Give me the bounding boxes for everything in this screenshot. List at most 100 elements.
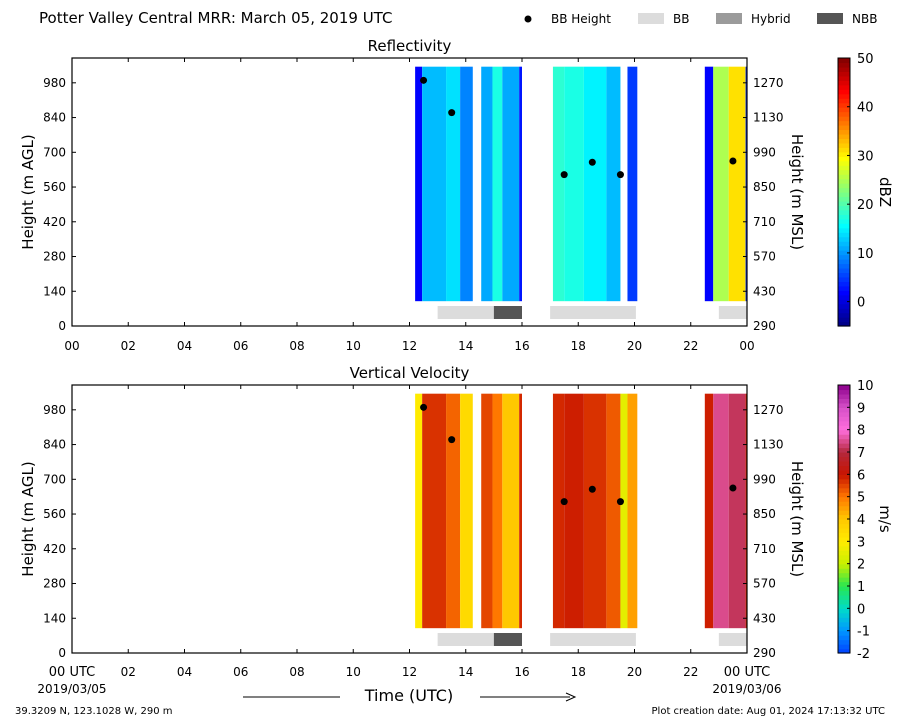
x-start-date: 2019/03/05 — [37, 682, 106, 696]
y2-tick-label: 430 — [753, 611, 776, 625]
y-tick-label: 700 — [43, 145, 66, 159]
colorbar-step — [838, 250, 850, 256]
colorbar: -2 -1 0 1 2 3 4 5 6 7 8 9 10 m/s — [837, 379, 894, 662]
colorbar-step — [838, 200, 850, 206]
legend-item-bb: BB — [638, 12, 689, 26]
colorbar-step — [838, 626, 850, 632]
data-segment — [745, 393, 747, 629]
colorbar-step — [838, 174, 850, 180]
colorbar-step — [838, 151, 850, 157]
colorbar-step — [838, 236, 850, 242]
colorbar-step — [838, 635, 850, 641]
data-segment — [627, 393, 638, 629]
bb-type-bar-nbb — [493, 306, 522, 319]
colorbar-frame — [837, 57, 851, 327]
colorbar-step — [838, 272, 850, 278]
colorbar-step — [838, 420, 850, 426]
bb-type-bar-bb — [718, 306, 747, 319]
creation-date-text: Plot creation date: Aug 01, 2024 17:13:3… — [652, 706, 885, 717]
plot-frame — [71, 384, 748, 654]
data-segment — [704, 393, 714, 629]
x-tick-label: 20 — [627, 665, 642, 679]
bb-height-point — [420, 403, 428, 411]
bb-type-bar-bb — [550, 306, 636, 319]
colorbar-step — [838, 434, 850, 440]
colorbar-step — [838, 438, 850, 444]
y-tick-label: 700 — [43, 472, 66, 486]
location-text: 39.3209 N, 123.1028 W, 290 m — [15, 706, 173, 717]
colorbar-step — [838, 178, 850, 184]
legend-item-bb-height: BB Height — [524, 12, 611, 26]
colorbar-step — [838, 218, 850, 224]
x-tick-label: 22 — [683, 665, 698, 679]
x-tick-label: 02 — [121, 339, 136, 353]
x-tick-label: 10 — [346, 339, 361, 353]
bb-type-bar-bb — [550, 633, 636, 646]
colorbar-step — [838, 563, 850, 569]
y-tick-label: 560 — [43, 180, 66, 194]
colorbar-step — [838, 209, 850, 215]
colorbar-step — [838, 58, 850, 64]
bb-height-point — [588, 158, 596, 166]
data-segment — [415, 393, 423, 629]
colorbar-step — [838, 183, 850, 189]
x-tick-label: 18 — [571, 665, 586, 679]
figure-legend: BB Height BB Hybrid NBB — [524, 12, 877, 26]
x-tick-label: 16 — [514, 665, 529, 679]
x-tick-label: 12 — [402, 339, 417, 353]
colorbar-label: m/s — [876, 505, 894, 533]
colorbar-step — [838, 603, 850, 609]
colorbar-step — [838, 487, 850, 493]
panel-title: Vertical Velocity — [350, 364, 470, 382]
bb-height-point — [729, 157, 737, 165]
bb-height-point — [729, 484, 737, 492]
colorbar-step — [838, 460, 850, 466]
x-tick-label: 20 — [627, 339, 642, 353]
y2-axis-label: Height (m MSL) — [788, 461, 806, 577]
x-tick-label: 10 — [346, 665, 361, 679]
y2-tick-label: 1270 — [753, 403, 784, 417]
colorbar-step — [838, 411, 850, 417]
data-segment — [627, 66, 638, 302]
colorbar-step — [838, 111, 850, 117]
x-tick-label: 06 — [233, 665, 248, 679]
y-axis-label: Height (m AGL) — [19, 461, 37, 576]
colorbar-step — [838, 469, 850, 475]
colorbar: 0 10 20 30 40 50 dBZ — [837, 52, 894, 327]
colorbar-step — [838, 187, 850, 193]
colorbar-step — [838, 290, 850, 296]
heatmap — [415, 393, 747, 629]
data-segment — [552, 66, 565, 302]
colorbar-step — [838, 554, 850, 560]
y2-tick-label: 990 — [753, 472, 776, 486]
colorbar-step — [838, 227, 850, 233]
colorbar-tick-label: 20 — [857, 198, 874, 213]
colorbar-step — [838, 577, 850, 583]
colorbar-step — [838, 312, 850, 318]
time-arrow-head-icon — [565, 692, 577, 702]
data-segment — [745, 66, 747, 302]
colorbar-step — [838, 107, 850, 113]
colorbar-step — [838, 496, 850, 502]
colorbar-tick-label: 7 — [857, 446, 865, 461]
data-segment — [446, 393, 461, 629]
y-tick-label: 840 — [43, 438, 66, 452]
x-tick-label: 12 — [402, 665, 417, 679]
colorbar-step — [838, 308, 850, 314]
colorbar-step — [838, 519, 850, 525]
y2-tick-label: 990 — [753, 145, 776, 159]
y-tick-label: 0 — [58, 646, 66, 660]
colorbar-step — [838, 581, 850, 587]
colorbar-tick-label: 50 — [857, 52, 874, 67]
y2-tick-label: 570 — [753, 577, 776, 591]
colorbar-step — [838, 545, 850, 551]
data-segment — [502, 393, 520, 629]
colorbar-step — [838, 590, 850, 596]
colorbar-step — [838, 483, 850, 489]
data-segment — [606, 66, 621, 302]
y2-tick-label: 430 — [753, 284, 776, 298]
colorbar-step — [838, 465, 850, 471]
legend-swatch-nbb — [817, 13, 843, 24]
bb-height-point — [616, 498, 624, 506]
